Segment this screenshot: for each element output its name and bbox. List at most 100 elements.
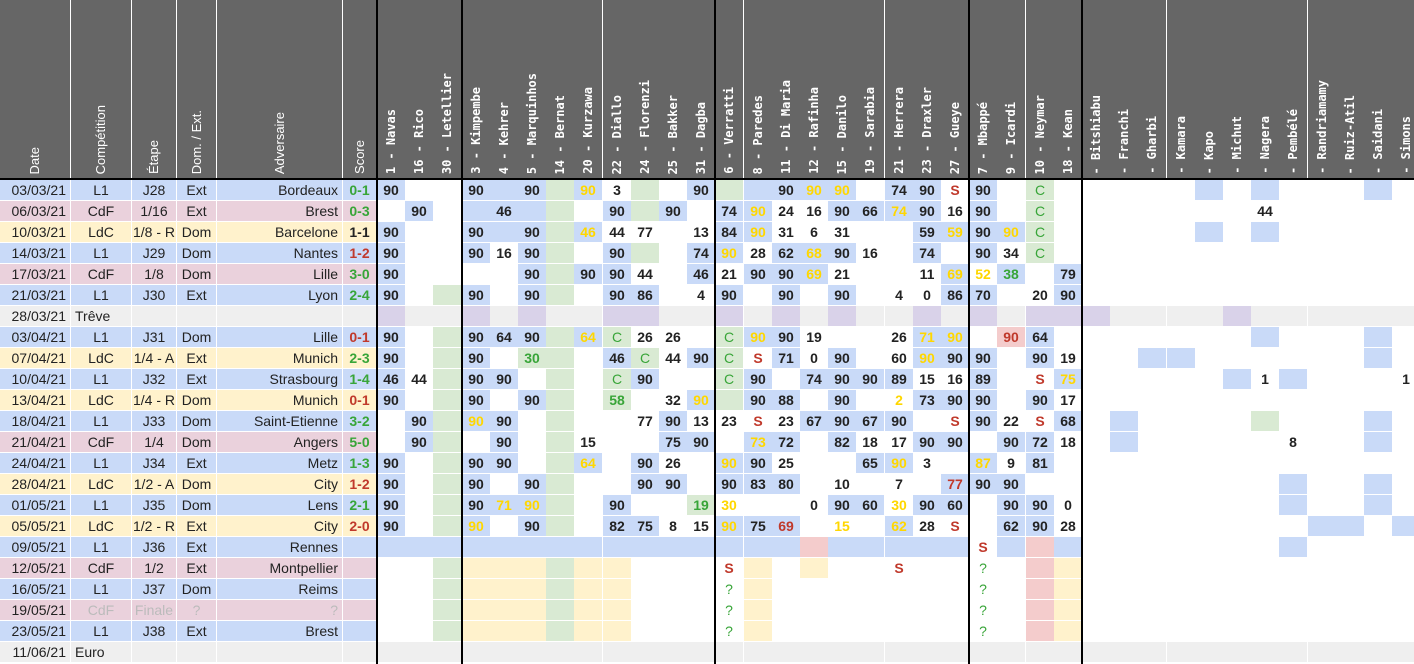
header-player[interactable]: - Kamara <box>1167 0 1196 178</box>
player-cell[interactable] <box>800 621 829 642</box>
player-cell[interactable] <box>1223 411 1252 432</box>
player-cell[interactable] <box>1054 642 1083 663</box>
player-cell[interactable] <box>997 201 1026 222</box>
player-cell[interactable] <box>800 516 829 537</box>
player-cell[interactable] <box>1167 600 1196 621</box>
player-cell[interactable] <box>377 558 406 579</box>
row-competition[interactable]: L1 <box>71 369 132 390</box>
player-cell[interactable]: 90 <box>462 222 491 243</box>
player-cell[interactable] <box>1138 201 1167 222</box>
player-cell[interactable] <box>1138 579 1167 600</box>
player-cell[interactable] <box>885 243 914 264</box>
player-cell[interactable] <box>1392 600 1414 621</box>
player-cell[interactable] <box>1223 348 1252 369</box>
row-score[interactable]: 0-3 <box>343 201 377 222</box>
player-cell[interactable] <box>1336 369 1365 390</box>
player-cell[interactable]: 64 <box>574 453 603 474</box>
player-cell[interactable] <box>1251 264 1280 285</box>
player-cell[interactable]: 83 <box>744 474 773 495</box>
player-cell[interactable] <box>1195 558 1224 579</box>
player-cell[interactable] <box>1026 558 1055 579</box>
player-cell[interactable] <box>1308 495 1337 516</box>
player-cell[interactable] <box>772 306 801 327</box>
player-cell[interactable]: 90 <box>715 453 744 474</box>
player-cell[interactable] <box>1167 642 1196 663</box>
player-cell[interactable]: 90 <box>490 411 519 432</box>
player-cell[interactable] <box>377 579 406 600</box>
player-cell[interactable]: 74 <box>715 201 744 222</box>
player-cell[interactable] <box>1082 306 1111 327</box>
player-cell[interactable] <box>518 306 547 327</box>
player-cell[interactable] <box>1195 348 1224 369</box>
header-player[interactable]: 24 - Florenzi <box>631 0 660 178</box>
row-venue[interactable]: Ext <box>177 516 217 537</box>
player-cell[interactable]: 90 <box>744 201 773 222</box>
player-cell[interactable] <box>1279 285 1308 306</box>
player-cell[interactable]: 81 <box>1026 453 1055 474</box>
player-cell[interactable] <box>941 243 970 264</box>
player-cell[interactable] <box>1167 537 1196 558</box>
header-player[interactable]: 11 - Di Maria <box>772 0 801 178</box>
player-cell[interactable] <box>1110 201 1139 222</box>
player-cell[interactable]: 67 <box>856 411 885 432</box>
row-venue[interactable]: Dom <box>177 243 217 264</box>
player-cell[interactable]: 44 <box>603 222 632 243</box>
player-cell[interactable] <box>1054 474 1083 495</box>
player-cell[interactable] <box>518 201 547 222</box>
player-cell[interactable] <box>603 474 632 495</box>
row-competition[interactable]: L1 <box>71 180 132 201</box>
player-cell[interactable] <box>913 474 942 495</box>
player-cell[interactable]: 77 <box>631 222 660 243</box>
player-cell[interactable] <box>856 327 885 348</box>
player-cell[interactable]: 90 <box>969 390 998 411</box>
player-cell[interactable] <box>405 348 434 369</box>
player-cell[interactable]: 90 <box>518 243 547 264</box>
player-cell[interactable] <box>546 243 575 264</box>
player-cell[interactable] <box>490 474 519 495</box>
row-opponent[interactable]: Rennes <box>217 537 343 558</box>
player-cell[interactable] <box>941 558 970 579</box>
player-cell[interactable] <box>856 285 885 306</box>
player-cell[interactable] <box>574 306 603 327</box>
row-stage[interactable]: 1/8 <box>132 264 177 285</box>
player-cell[interactable]: 90 <box>997 495 1026 516</box>
player-cell[interactable]: 8 <box>659 516 688 537</box>
player-cell[interactable]: 72 <box>1026 432 1055 453</box>
player-cell[interactable]: 16 <box>856 243 885 264</box>
player-cell[interactable]: 90 <box>574 180 603 201</box>
player-cell[interactable] <box>546 285 575 306</box>
player-cell[interactable]: 90 <box>715 516 744 537</box>
player-cell[interactable] <box>1364 558 1393 579</box>
player-cell[interactable] <box>462 558 491 579</box>
player-cell[interactable] <box>1138 495 1167 516</box>
player-cell[interactable] <box>546 453 575 474</box>
player-cell[interactable] <box>1082 201 1111 222</box>
player-cell[interactable]: 21 <box>715 264 744 285</box>
player-cell[interactable] <box>1110 453 1139 474</box>
player-cell[interactable]: 90 <box>913 432 942 453</box>
player-cell[interactable] <box>1308 285 1337 306</box>
player-cell[interactable]: 0 <box>800 348 829 369</box>
row-venue[interactable]: Dom <box>177 432 217 453</box>
row-competition[interactable]: LdC <box>71 348 132 369</box>
player-cell[interactable] <box>1195 222 1224 243</box>
row-venue[interactable]: Dom <box>177 495 217 516</box>
player-cell[interactable] <box>1364 432 1393 453</box>
player-cell[interactable] <box>1138 222 1167 243</box>
player-cell[interactable] <box>377 621 406 642</box>
player-cell[interactable]: 32 <box>659 390 688 411</box>
player-cell[interactable] <box>1167 411 1196 432</box>
player-cell[interactable]: ? <box>969 579 998 600</box>
row-venue[interactable]: Ext <box>177 621 217 642</box>
player-cell[interactable] <box>1251 348 1280 369</box>
player-cell[interactable] <box>1054 180 1083 201</box>
player-cell[interactable] <box>1082 327 1111 348</box>
player-cell[interactable] <box>433 600 462 621</box>
player-cell[interactable] <box>377 600 406 621</box>
row-competition[interactable]: CdF <box>71 201 132 222</box>
player-cell[interactable]: 86 <box>631 285 660 306</box>
player-cell[interactable]: 90 <box>828 180 857 201</box>
player-cell[interactable]: 90 <box>603 495 632 516</box>
player-cell[interactable] <box>1336 621 1365 642</box>
player-cell[interactable]: 19 <box>800 327 829 348</box>
